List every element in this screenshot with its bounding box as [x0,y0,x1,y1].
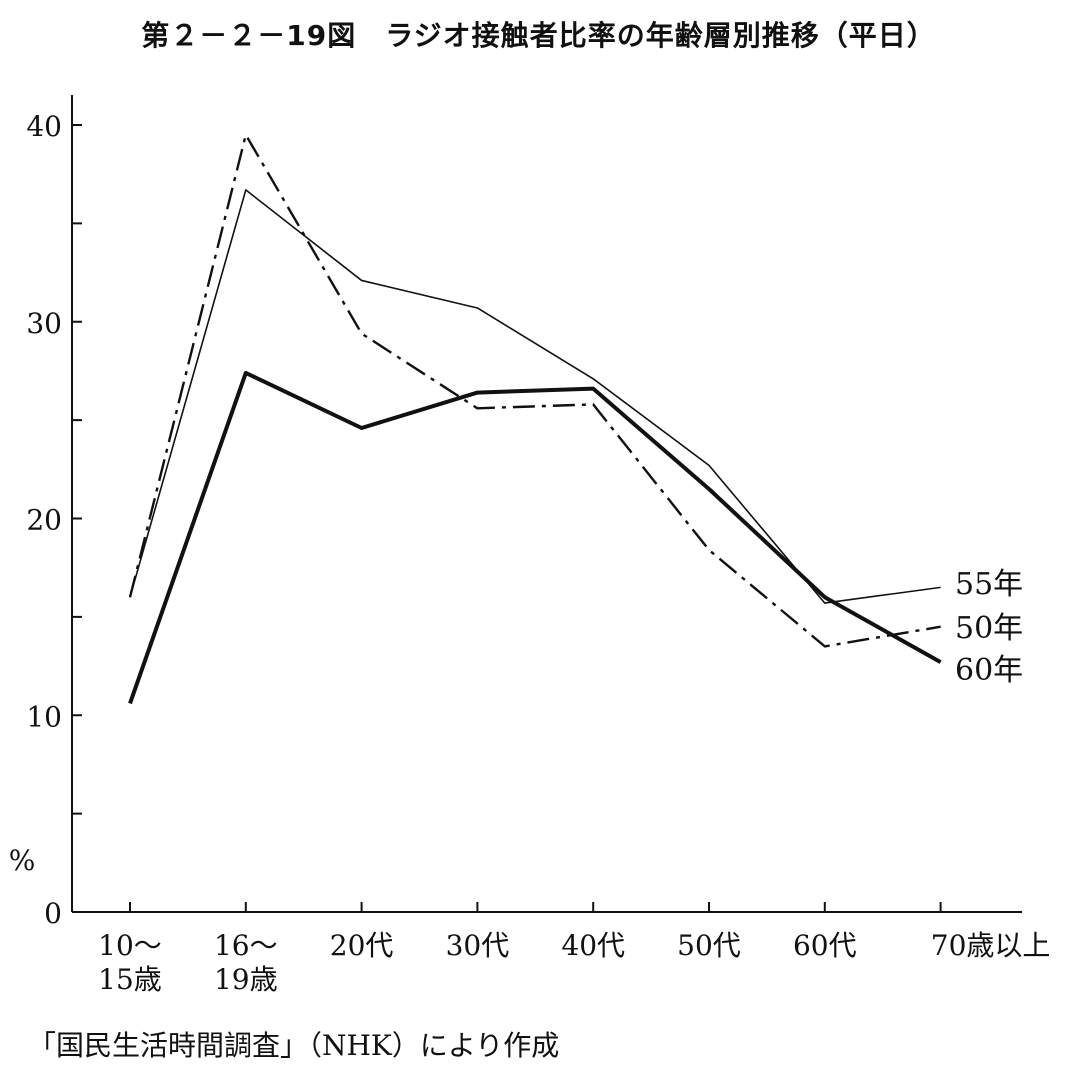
x-tick-label: 20代 [330,929,394,962]
series-label: 60年 [955,653,1023,688]
y-axis-label: % [9,844,36,877]
series-label: 50年 [955,611,1023,646]
x-tick-label: 30代 [446,929,510,962]
y-tick-label: 0 [44,897,62,930]
series-line-1 [129,189,941,604]
axes: 0 10 20 30 40% 10～ 15歳 16～ 19歳 20代 30代 40代 50代 60代 70歳… [9,95,1051,996]
series-layer [128,133,942,705]
y-tick-label: 20 [26,504,62,537]
x-tick-label: 50代 [677,929,741,962]
y-tick-label: 40 [26,110,62,143]
y-tick-label: 10 [26,700,62,733]
series-label: 55年 [955,567,1023,602]
y-tick-label: 30 [26,307,62,340]
x-tick-label: 10～ 15歳 [98,929,162,996]
labels-layer: 55年 50年 60年 [955,567,1023,688]
x-tick-label: 40代 [561,929,625,962]
series-line-3 [128,370,942,705]
series-line-2 [128,133,941,648]
source-note: 「国民生活時間調査」（NHK）により作成 [28,1029,560,1062]
chart-title: 第２－２－19図 ラジオ接触者比率の年齢層別推移（平日） [141,19,936,52]
x-tick-label: 60代 [793,929,857,962]
x-tick-label: 70歳以上 [931,929,1051,962]
x-tick-label: 16～ 19歳 [214,929,278,996]
